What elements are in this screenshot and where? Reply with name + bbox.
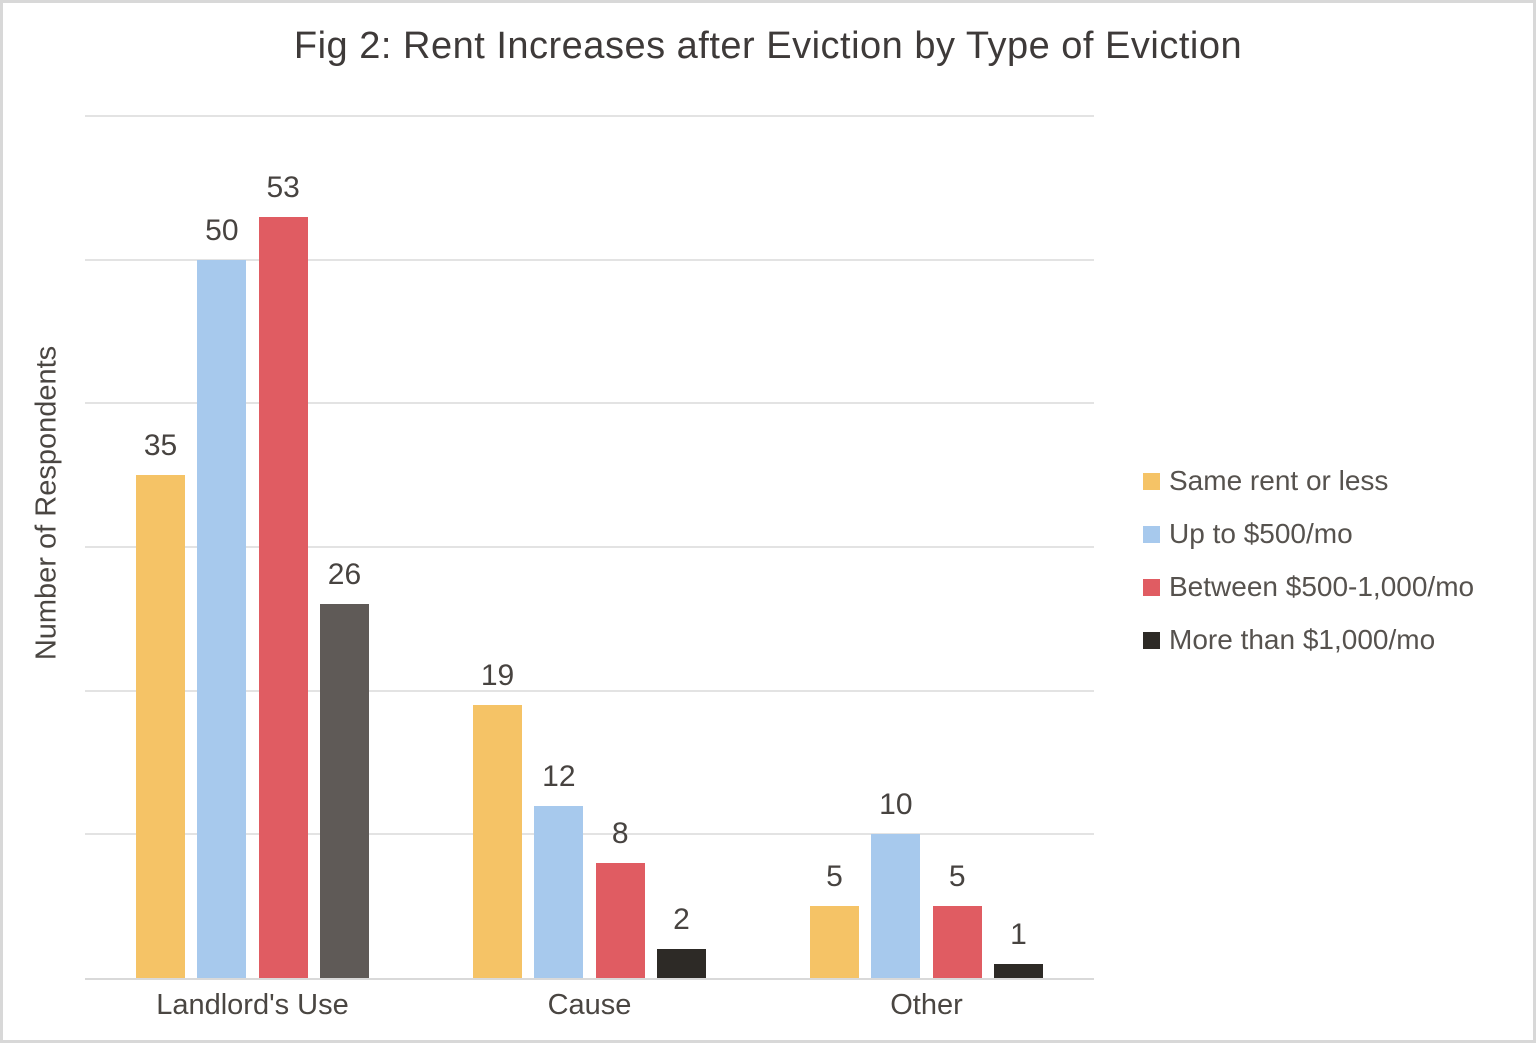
legend-label: Same rent or less	[1169, 465, 1389, 496]
gridline-50	[85, 258, 1094, 261]
gridline-30	[85, 546, 1094, 548]
bar-cause-series-1	[534, 805, 584, 978]
legend-item-0: Same rent or less	[1143, 465, 1388, 497]
gridline-40	[85, 402, 1094, 405]
gridline-20	[85, 689, 1094, 692]
gridline-10	[85, 833, 1094, 836]
legend-swatch-icon	[1143, 578, 1160, 596]
bar-cause-series-0	[473, 705, 522, 978]
bar-value-label: 12	[542, 759, 576, 793]
legend-swatch-icon	[1143, 631, 1160, 649]
legend-item-2: Between $500-1,000/mo	[1143, 571, 1474, 603]
bar-value-label: 53	[266, 170, 300, 204]
legend-item-1: Up to $500/mo	[1143, 518, 1353, 550]
bar-value-label: 10	[879, 788, 913, 822]
legend-label: Between $500-1,000/mo	[1169, 571, 1475, 602]
bar-landlord-s-use-series-1	[197, 259, 247, 978]
x-axis-line	[85, 978, 1094, 980]
bar-other-series-1	[871, 834, 921, 978]
bar-landlord-s-use-series-3	[319, 604, 369, 978]
bar-value-label: 2	[673, 903, 690, 937]
legend-label: More than $1,000/mo	[1169, 624, 1436, 655]
bar-value-label: 19	[480, 659, 515, 693]
x-tick-label-landlord-s-use: Landlord's Use	[156, 989, 349, 1021]
gridline-60	[85, 115, 1094, 117]
x-tick-label-other: Other	[890, 989, 963, 1021]
legend-swatch-icon	[1143, 525, 1160, 543]
bar-landlord-s-use-series-2	[258, 216, 308, 978]
bar-value-label: 50	[205, 213, 239, 247]
legend-item-3: More than $1,000/mo	[1143, 624, 1435, 656]
bar-value-label: 5	[826, 860, 843, 894]
plot-area: 35 19 5 50 12 10 53 8 5 26 2 1	[85, 115, 1094, 980]
bar-value-label: 5	[948, 860, 966, 894]
bar-other-series-0	[810, 906, 859, 978]
bar-value-label: 26	[327, 558, 362, 592]
bar-landlord-s-use-series-0	[136, 475, 185, 978]
bar-cause-series-2	[595, 863, 645, 978]
bar-other-series-2	[932, 906, 982, 978]
x-tick-label-cause: Cause	[547, 989, 632, 1021]
bar-value-label: 8	[611, 817, 629, 851]
chart-title: Fig 2: Rent Increases after Eviction by …	[293, 25, 1243, 67]
bar-cause-series-3	[656, 949, 706, 978]
legend-label: Up to $500/mo	[1169, 518, 1353, 549]
bar-value-label: 1	[1010, 917, 1027, 951]
legend-swatch-icon	[1143, 472, 1160, 490]
bar-value-label: 35	[143, 429, 178, 463]
y-axis-label: Number of Respondents	[30, 345, 63, 661]
bar-other-series-3	[993, 963, 1043, 978]
